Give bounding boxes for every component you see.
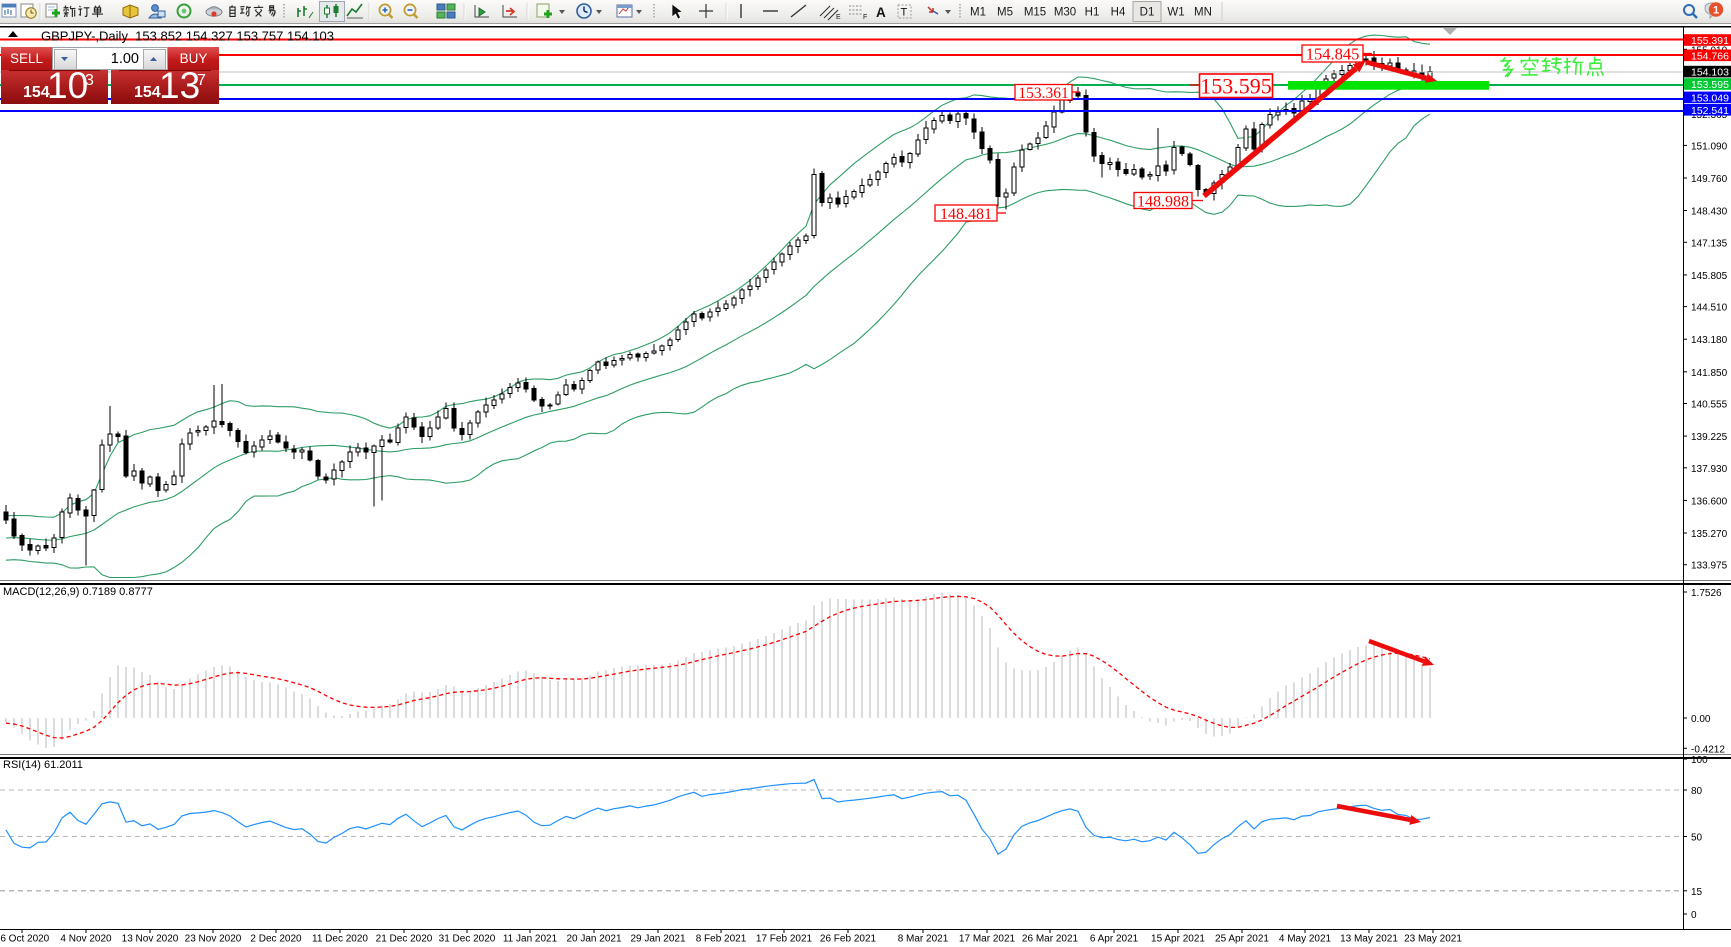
svg-text:2 Dec 2020: 2 Dec 2020 (250, 934, 302, 945)
svg-text:17 Mar 2021: 17 Mar 2021 (959, 934, 1016, 945)
svg-text:11 Jan 2021: 11 Jan 2021 (503, 934, 558, 945)
svg-text:80: 80 (1691, 786, 1703, 797)
svg-text:149.760: 149.760 (1691, 174, 1728, 185)
svg-text:23 Nov 2020: 23 Nov 2020 (185, 934, 242, 945)
svg-text:154.845: 154.845 (1306, 44, 1360, 63)
svg-text:152.541: 152.541 (1691, 105, 1729, 117)
svg-text:141.850: 141.850 (1691, 368, 1728, 379)
svg-text:GBPJPY-,Daily 153.852 154.327: GBPJPY-,Daily 153.852 154.327 153.757 15… (41, 29, 334, 44)
svg-text:100: 100 (1691, 755, 1708, 766)
svg-text:D1: D1 (1140, 7, 1155, 19)
svg-text:17 Feb 2021: 17 Feb 2021 (756, 934, 813, 945)
svg-text:0.00: 0.00 (1691, 714, 1711, 725)
svg-text:H1: H1 (1085, 7, 1100, 19)
svg-text:H4: H4 (1111, 7, 1126, 19)
svg-text:F: F (863, 14, 867, 21)
svg-text:155.391: 155.391 (1691, 35, 1729, 47)
svg-text:140.555: 140.555 (1691, 400, 1728, 411)
svg-text:148.988: 148.988 (1137, 193, 1189, 210)
svg-text:M15: M15 (1024, 7, 1046, 19)
svg-text:145.805: 145.805 (1691, 271, 1728, 282)
svg-text:15 Apr 2021: 15 Apr 2021 (1151, 934, 1205, 945)
svg-text:147.135: 147.135 (1691, 238, 1728, 249)
svg-text:1: 1 (1713, 5, 1719, 17)
svg-text:M1: M1 (970, 7, 986, 19)
svg-text:M30: M30 (1054, 7, 1076, 19)
svg-text:20 Jan 2021: 20 Jan 2021 (566, 934, 621, 945)
svg-text:153.049: 153.049 (1691, 92, 1729, 104)
svg-text:8 Mar 2021: 8 Mar 2021 (898, 934, 949, 945)
svg-text:151.090: 151.090 (1691, 141, 1728, 152)
svg-text:148.430: 148.430 (1691, 207, 1728, 218)
svg-text:A: A (876, 5, 886, 20)
svg-text:29 Jan 2021: 29 Jan 2021 (630, 934, 685, 945)
svg-text:MN: MN (1194, 7, 1212, 19)
svg-text:T: T (901, 7, 908, 19)
svg-text:4 May 2021: 4 May 2021 (1279, 934, 1332, 945)
svg-text:8 Feb 2021: 8 Feb 2021 (696, 934, 747, 945)
svg-text:153.595: 153.595 (1691, 79, 1729, 91)
svg-text:15: 15 (1691, 887, 1703, 898)
svg-text:136.600: 136.600 (1691, 496, 1728, 507)
svg-text:31 Dec 2020: 31 Dec 2020 (439, 934, 496, 945)
svg-text:153.595: 153.595 (1200, 74, 1272, 99)
svg-text:RSI(14) 61.2011: RSI(14) 61.2011 (3, 759, 83, 771)
svg-text:154.766: 154.766 (1691, 50, 1729, 62)
svg-text:25 Apr 2021: 25 Apr 2021 (1215, 934, 1269, 945)
svg-text:13 May 2021: 13 May 2021 (1340, 934, 1398, 945)
svg-text:13 Nov 2020: 13 Nov 2020 (122, 934, 179, 945)
svg-text:137.930: 137.930 (1691, 464, 1728, 475)
svg-text:148.481: 148.481 (940, 206, 992, 223)
svg-text:153.361: 153.361 (1018, 85, 1068, 102)
svg-text:26 Oct 2020: 26 Oct 2020 (0, 934, 50, 945)
svg-text:50: 50 (1691, 833, 1703, 844)
svg-text:MACD(12,26,9) 0.7189 0.8777: MACD(12,26,9) 0.7189 0.8777 (3, 586, 153, 598)
svg-text:W1: W1 (1167, 7, 1184, 19)
svg-text:6 Apr 2021: 6 Apr 2021 (1090, 934, 1139, 945)
svg-text:M5: M5 (997, 7, 1013, 19)
svg-text:135.270: 135.270 (1691, 529, 1728, 540)
svg-text:11 Dec 2020: 11 Dec 2020 (312, 934, 368, 945)
svg-text:4 Nov 2020: 4 Nov 2020 (60, 934, 112, 945)
svg-text:26 Mar 2021: 26 Mar 2021 (1022, 934, 1079, 945)
svg-text:26 Feb 2021: 26 Feb 2021 (820, 934, 877, 945)
svg-text:133.975: 133.975 (1691, 561, 1728, 572)
svg-text:144.510: 144.510 (1691, 303, 1728, 314)
svg-text:23 May 2021: 23 May 2021 (1404, 934, 1462, 945)
svg-text:139.225: 139.225 (1691, 432, 1728, 443)
svg-text:154.103: 154.103 (1691, 67, 1729, 79)
svg-text:E: E (836, 14, 841, 21)
svg-text:21 Dec 2020: 21 Dec 2020 (376, 934, 433, 945)
svg-text:0: 0 (1691, 910, 1697, 921)
svg-text:143.180: 143.180 (1691, 335, 1728, 346)
svg-text:1.7526: 1.7526 (1691, 588, 1722, 599)
svg-text:-0.4212: -0.4212 (1691, 744, 1725, 755)
